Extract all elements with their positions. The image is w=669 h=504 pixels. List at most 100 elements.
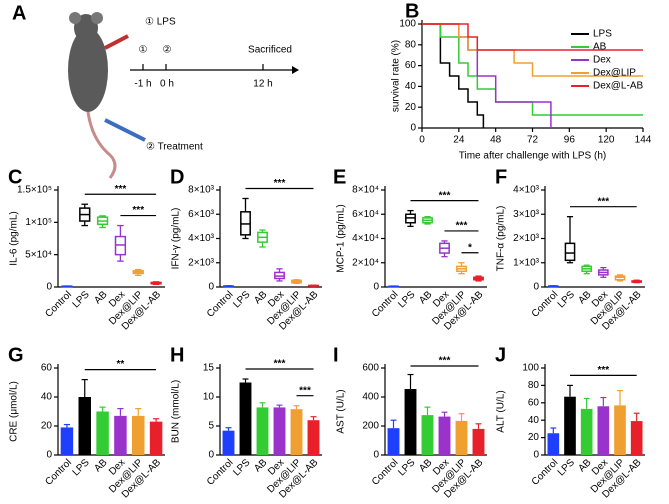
legend-label: Dex@LIP <box>593 68 636 79</box>
x-tick-label: LPS <box>396 457 417 478</box>
mouse-ear <box>91 12 103 24</box>
bar <box>149 421 163 455</box>
bar <box>290 409 303 455</box>
y-axis-label: CRE (μmol/L) <box>9 381 20 442</box>
x-tick-label: 24 <box>453 135 465 146</box>
y-tick-label: 2×10³ <box>188 257 215 268</box>
panel-letter: B <box>405 0 419 22</box>
label: ② Treatment <box>146 142 203 153</box>
legend-label: LPS <box>593 29 612 40</box>
panel-letter: I <box>333 344 339 366</box>
x-tick-label: AB <box>92 289 109 306</box>
y-tick-label: 20 <box>405 102 417 113</box>
bar <box>455 420 468 455</box>
bar <box>421 415 434 455</box>
y-axis-label: BUN (mmol/L) <box>171 380 182 443</box>
panel-letter: G <box>8 344 24 366</box>
bar <box>273 407 286 455</box>
panel-letter: C <box>8 166 22 188</box>
bar <box>404 389 417 455</box>
y-axis-label: MCP-1 (pg/mL) <box>336 204 347 272</box>
y-axis-label: IL-6 (pg/mL) <box>9 211 20 265</box>
y-tick-label: 600 <box>362 363 379 374</box>
y-tick-label: 0 <box>533 450 539 461</box>
panel-letter: F <box>495 166 507 188</box>
label: ① LPS <box>145 17 176 28</box>
y-tick-label: 0 <box>533 282 539 293</box>
y-tick-label: 100 <box>399 19 416 30</box>
y-tick-label: 15 <box>203 363 215 374</box>
significance-label: *** <box>456 221 468 232</box>
y-tick-label: 1×10³ <box>513 257 540 268</box>
y-tick-label: 60 <box>528 397 540 408</box>
syringe <box>104 118 146 142</box>
y-tick-label: 0 <box>208 450 214 461</box>
y-tick-label: 0 <box>46 450 52 461</box>
x-tick-label: Control <box>370 289 401 320</box>
survival-line <box>422 23 552 128</box>
y-tick-label: 5 <box>208 421 214 432</box>
legend-label: Dex@L-AB <box>593 81 643 92</box>
bar <box>307 420 320 455</box>
bar <box>239 382 252 455</box>
x-tick-label: 96 <box>564 135 576 146</box>
label: ② <box>163 45 172 56</box>
bar <box>60 427 74 455</box>
bar <box>78 397 91 455</box>
x-tick-label: Control <box>205 457 236 488</box>
label: -1 h <box>134 79 151 90</box>
y-tick-label: 5×10⁴ <box>25 249 52 260</box>
significance-label: *** <box>439 190 451 201</box>
panel-letter: J <box>495 344 506 366</box>
y-tick-label: 20 <box>528 432 540 443</box>
x-tick-label: Control <box>370 457 401 488</box>
y-axis-label: TNF-α (pg/mL) <box>496 206 507 272</box>
y-tick-label: 200 <box>362 421 379 432</box>
y-tick-label: 4×10³ <box>513 185 540 196</box>
y-tick-label: 10 <box>203 392 215 403</box>
bar <box>547 433 560 455</box>
bar <box>580 408 593 455</box>
x-tick-label: Control <box>530 289 561 320</box>
bar <box>222 430 235 455</box>
label: 0 h <box>160 79 174 90</box>
y-tick-label: 60 <box>41 363 53 374</box>
x-tick-label: 0 <box>419 135 425 146</box>
significance-label: *** <box>274 359 286 370</box>
y-tick-label: 60 <box>405 60 417 71</box>
y-tick-label: 1.5×10⁵ <box>17 185 52 196</box>
panel-letter: D <box>170 166 184 188</box>
bar <box>96 411 109 455</box>
bar <box>387 428 400 455</box>
bar <box>114 415 127 455</box>
label: 12 h <box>253 79 272 90</box>
x-tick-label: Control <box>43 457 74 488</box>
y-tick-label: 0 <box>373 282 379 293</box>
y-tick-label: 1×10⁵ <box>25 217 52 228</box>
y-tick-label: 40 <box>528 415 540 426</box>
bar <box>438 416 451 455</box>
y-tick-label: 0 <box>208 282 214 293</box>
x-tick-label: Control <box>530 457 561 488</box>
bar <box>472 428 485 455</box>
significance-label: ** <box>117 359 125 370</box>
x-tick-label: 48 <box>490 135 502 146</box>
x-tick-label: LPS <box>71 289 92 310</box>
y-axis-label: IFN-γ (pg/mL) <box>171 208 182 270</box>
x-tick-label: Control <box>205 289 236 320</box>
y-tick-label: 3×10³ <box>513 209 540 220</box>
y-tick-label: 40 <box>405 81 417 92</box>
bar <box>597 406 610 455</box>
survival-line <box>422 23 485 128</box>
x-tick-label: LPS <box>71 457 92 478</box>
y-tick-label: 6×10⁴ <box>352 209 379 220</box>
y-tick-label: 8×10³ <box>188 185 215 196</box>
x-tick-label: LPS <box>556 457 577 478</box>
bar <box>614 405 626 455</box>
significance-label: *** <box>597 196 609 207</box>
mouse-body <box>68 28 108 112</box>
box <box>564 242 576 262</box>
arrow-head <box>292 66 299 74</box>
y-tick-label: 4×10³ <box>188 233 215 244</box>
